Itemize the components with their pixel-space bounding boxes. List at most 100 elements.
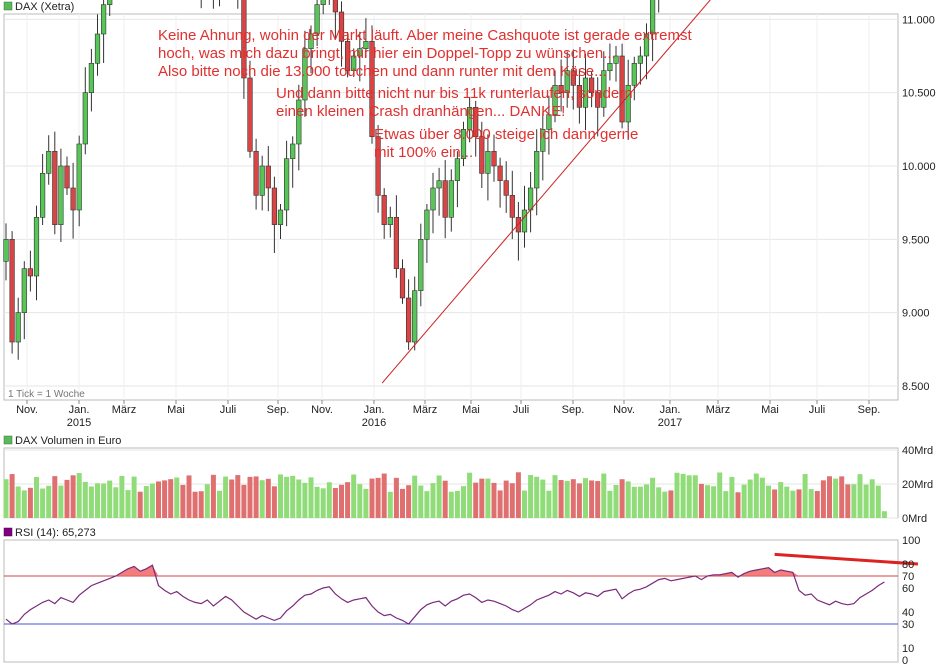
candle	[9, 231, 15, 354]
volume-bar	[76, 473, 82, 518]
volume-bar	[119, 475, 125, 518]
volume-bar	[784, 486, 790, 518]
candle-body	[534, 151, 540, 189]
annotation-line-7: mit 100% ein...	[374, 144, 473, 161]
volume-bar	[326, 482, 332, 518]
rsi-y-tick: 70	[902, 571, 914, 583]
candle	[351, 48, 357, 78]
volume-bar	[705, 485, 710, 518]
candle	[430, 172, 436, 234]
volume-bar	[625, 481, 631, 518]
volume-bar	[454, 490, 460, 518]
x-tick-label: Jan.	[660, 404, 681, 416]
candle-body	[613, 55, 619, 64]
volume-bar	[448, 491, 454, 518]
annotation-line-5: einen kleinen Crash dranhängen... DANKE!	[276, 103, 565, 120]
candle	[344, 31, 351, 78]
rsi-y-tick: 0	[902, 655, 908, 667]
rsi-overbought-area	[738, 567, 799, 576]
candle-body	[393, 217, 400, 269]
rsi-divergence-line	[774, 552, 919, 566]
candle	[418, 223, 424, 307]
candle	[540, 112, 546, 181]
volume-bar	[259, 480, 265, 518]
candle	[241, 0, 247, 99]
x-tick-year: 2017	[658, 417, 682, 429]
candle-body	[58, 165, 64, 225]
volume-bar	[613, 485, 619, 518]
candle	[381, 188, 387, 239]
candle-body	[302, 48, 308, 101]
price-y-tick: 11.000	[902, 14, 935, 26]
volume-bar	[595, 481, 601, 518]
candle-body	[637, 55, 643, 64]
annotation-line-2: hoch, was mich dazu bringt, mir hier ein…	[158, 45, 616, 62]
candle-body	[21, 268, 27, 313]
volume-bar	[528, 475, 534, 518]
volume-bar	[875, 485, 881, 518]
price-y-tick: 10.000	[902, 161, 936, 173]
volume-bar	[662, 491, 668, 518]
candle-body	[39, 173, 46, 218]
candle	[283, 140, 290, 227]
candle-body	[558, 85, 564, 93]
volume-bar	[363, 488, 369, 518]
volume-bar	[27, 487, 33, 518]
candle-body	[247, 77, 253, 152]
volume-bar	[95, 483, 100, 518]
candle-body	[27, 268, 34, 277]
candle-body	[607, 63, 613, 71]
candle	[399, 259, 406, 304]
volume-bar	[515, 472, 521, 518]
candle-body	[491, 151, 497, 167]
x-tick-label: Mai	[167, 404, 185, 416]
volume-bar	[467, 472, 473, 518]
volume-bar	[308, 477, 314, 518]
volume-bar	[302, 482, 308, 518]
volume-bar	[64, 479, 70, 518]
volume-bar	[729, 476, 735, 518]
volume-bar	[509, 483, 515, 518]
volume-bar	[857, 474, 863, 518]
candle	[582, 54, 589, 131]
candle-body	[399, 268, 406, 299]
price-trendlines	[381, 0, 711, 384]
volume-bar	[223, 476, 229, 518]
candle-body	[485, 151, 491, 174]
candle	[570, 49, 576, 110]
candle-body	[320, 0, 326, 5]
volume-bar	[131, 476, 137, 518]
volume-bar	[180, 484, 186, 518]
volume-bar	[15, 486, 21, 518]
volume-bar	[753, 473, 759, 518]
rsi-panel-title: RSI (14): 65,273	[15, 527, 96, 539]
volume-bar	[156, 481, 161, 518]
price-y-tick: 10.500	[902, 88, 936, 100]
tick-note: 1 Tick = 1 Woche	[8, 389, 85, 400]
candle	[643, 23, 650, 80]
x-tick-label: Sep.	[562, 404, 585, 416]
volume-bar	[461, 486, 466, 518]
candle	[509, 170, 515, 240]
candle	[338, 1, 345, 67]
candle	[552, 70, 558, 123]
volume-bar	[40, 488, 46, 518]
candle-body	[271, 187, 278, 225]
volume-bar	[174, 477, 180, 518]
candle-body	[564, 70, 570, 93]
volume-bar	[637, 486, 643, 518]
volume-bar	[58, 485, 64, 518]
rsi-line	[5, 564, 885, 625]
candle	[387, 206, 393, 238]
candle-body	[277, 209, 284, 225]
volume-bar	[674, 472, 680, 518]
volume-bar	[235, 475, 241, 518]
rsi-y-tick: 30	[902, 619, 914, 631]
rsi-y-tick: 100	[902, 535, 920, 547]
volume-bar	[570, 479, 576, 518]
volume-y-tick: 40Mrd	[902, 445, 933, 457]
candle-body	[314, 4, 320, 35]
volume-bar	[387, 491, 393, 518]
